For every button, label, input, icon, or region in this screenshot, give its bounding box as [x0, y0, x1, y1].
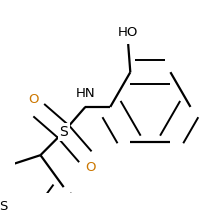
Text: S: S [0, 200, 7, 213]
Text: HN: HN [75, 87, 95, 100]
Text: O: O [28, 93, 38, 106]
Text: HO: HO [118, 26, 138, 39]
Text: S: S [59, 125, 68, 139]
Text: O: O [86, 161, 96, 174]
